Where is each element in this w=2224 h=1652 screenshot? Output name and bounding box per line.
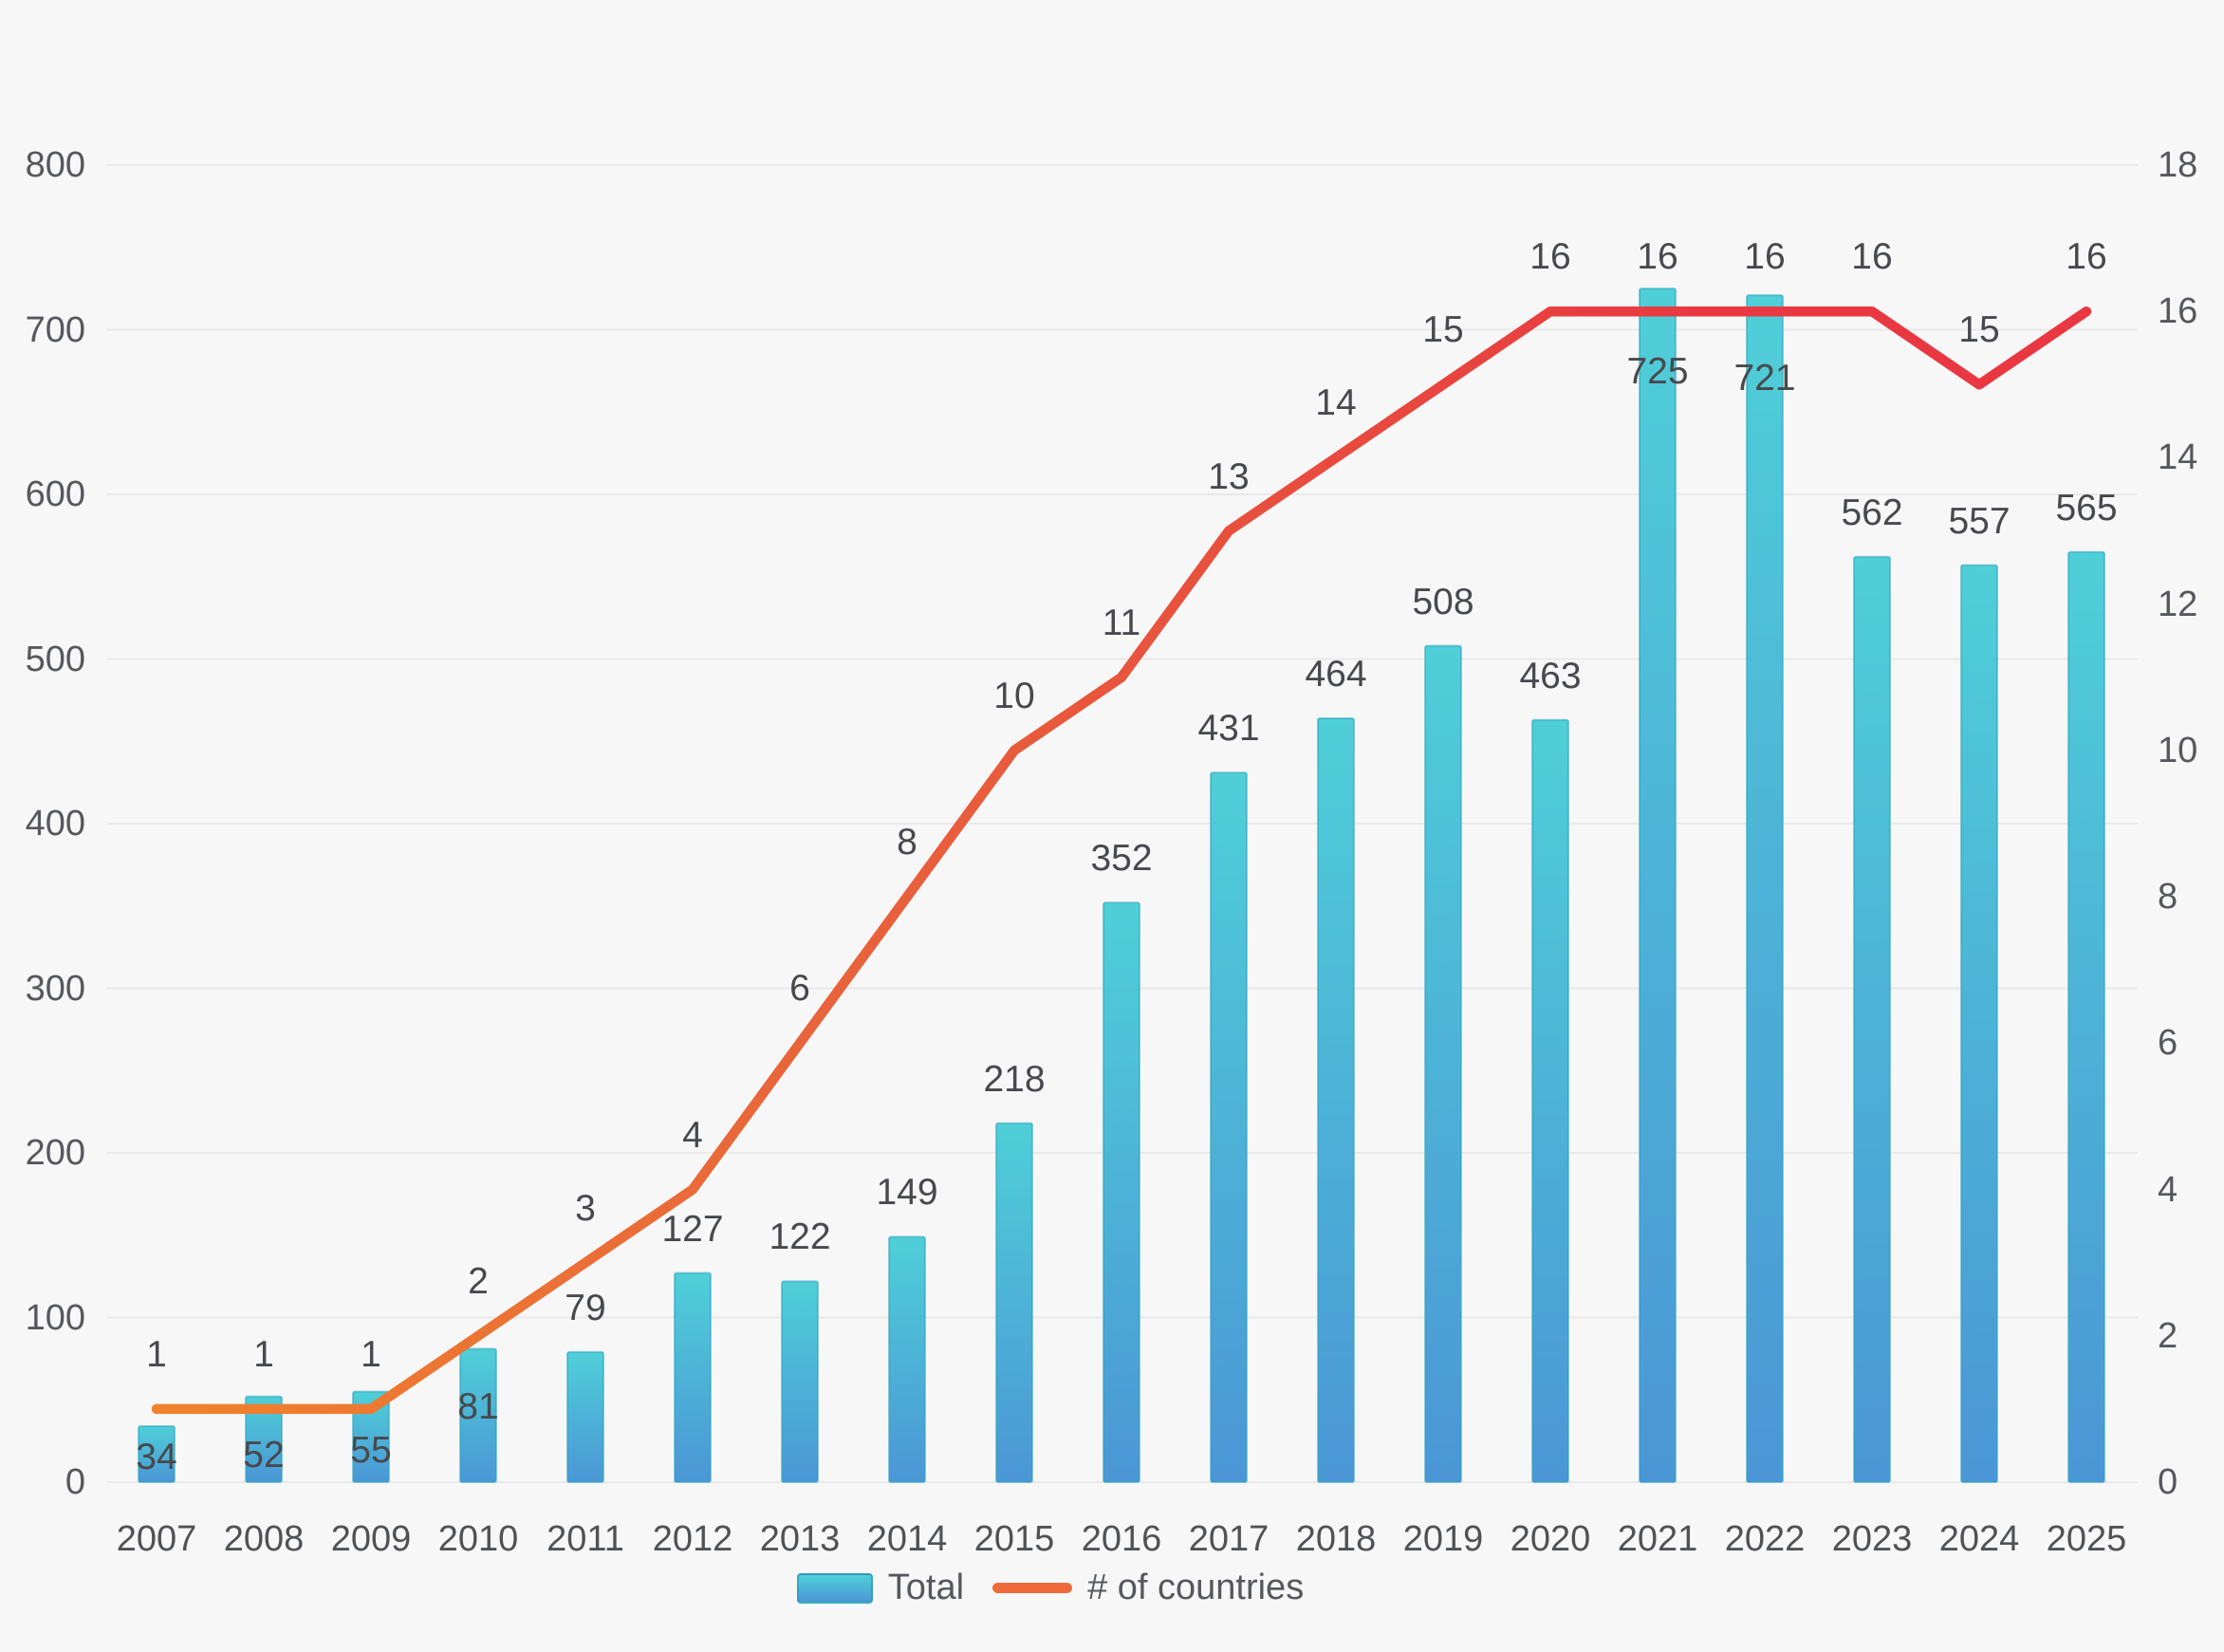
bar-2025[interactable]	[2067, 550, 2105, 1483]
bar-2013[interactable]	[781, 1280, 819, 1483]
bar-2020[interactable]	[1531, 718, 1569, 1483]
bar-2007[interactable]	[138, 1425, 176, 1484]
countries-line-series	[151, 306, 2092, 1415]
bar-2017[interactable]	[1210, 771, 1248, 1483]
bar-2008[interactable]	[245, 1395, 283, 1484]
bar-2024[interactable]	[1960, 564, 1998, 1483]
bar-2019[interactable]	[1424, 644, 1462, 1483]
bar-2010[interactable]	[459, 1347, 497, 1483]
gridlines	[107, 164, 2138, 1483]
bar-2021[interactable]	[1639, 288, 1677, 1483]
bar-2016[interactable]	[1103, 901, 1140, 1483]
countries-line[interactable]	[151, 306, 2092, 1415]
bar-2022[interactable]	[1746, 294, 1784, 1484]
legend-countries-label[interactable]: # of countries	[1087, 1568, 1305, 1607]
bar-2018[interactable]	[1317, 716, 1355, 1483]
bar-2012[interactable]	[674, 1271, 712, 1484]
bar-2014[interactable]	[888, 1235, 926, 1483]
total-bars-series	[138, 288, 2105, 1484]
bar-2015[interactable]	[995, 1122, 1033, 1484]
legend-countries-swatch[interactable]	[992, 1583, 1073, 1593]
bar-2011[interactable]	[566, 1350, 604, 1484]
bar-2023[interactable]	[1853, 555, 1891, 1483]
bar-2009[interactable]	[352, 1390, 390, 1483]
legend-total-label[interactable]: Total	[887, 1568, 965, 1607]
legend: Total # of countries	[0, 1568, 2162, 1608]
legend-total-swatch[interactable]	[796, 1572, 873, 1604]
